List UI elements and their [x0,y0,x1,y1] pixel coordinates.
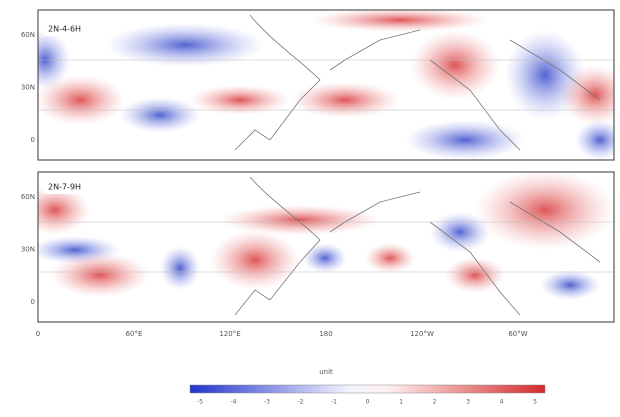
x-tick-label: 60°W [508,330,527,338]
x-tick-label: 60°E [126,330,143,338]
panel-label: 2N-7-9H [48,183,81,192]
colorbar-tick-label: -5 [197,399,203,406]
colorbar-tick-label: -1 [331,399,337,406]
y-tick-label: 60N [21,193,35,201]
panel-label: 2N-4-6H [48,25,81,34]
colorbar-tick-label: -2 [298,399,304,406]
colorbar-tick-label: -4 [231,399,237,406]
colorbar-tick-label: 5 [533,399,537,406]
panel-a-field [38,10,614,160]
panel-a-frame [37,9,615,161]
label-box [44,180,102,194]
x-tick-label: 120°E [219,330,240,338]
x-tick-label: 0 [36,330,40,338]
y-tick-label: 0 [31,298,35,306]
y-tick-label: 0 [31,136,35,144]
colorbar-tick-label: 4 [500,399,504,406]
y-tick-label: 30N [21,84,35,92]
colorbar-tick-label: -3 [264,399,270,406]
coastlines [38,14,614,316]
panel-b-field [38,172,614,300]
colorbar-tick-label: 0 [366,399,370,406]
x-tick-label: 120°W [410,330,434,338]
x-axis-label: unit [319,368,333,376]
colorbar-tick-label: 2 [433,399,437,406]
colorbar [189,384,546,394]
x-tick-label: 180 [319,330,332,338]
y-tick-label: 30N [21,246,35,254]
colorbar-tick-label: 1 [399,399,403,406]
label-box [44,22,102,36]
y-tick-label: 60N [21,31,35,39]
colorbar-tick-label: 3 [466,399,470,406]
panel-b-frame [37,171,615,323]
